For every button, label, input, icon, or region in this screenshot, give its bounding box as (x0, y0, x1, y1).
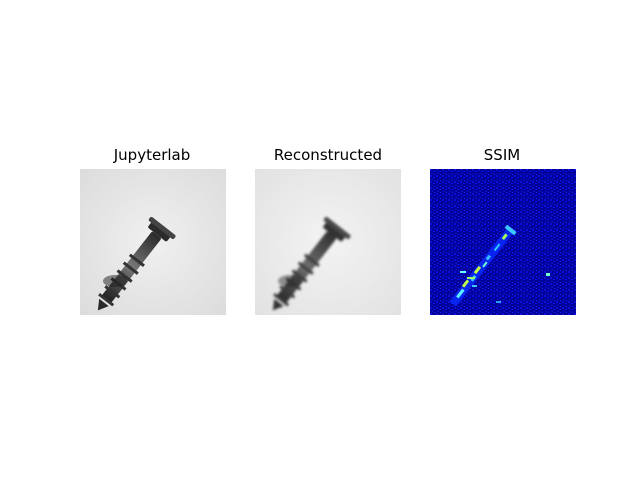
ssim-map (430, 169, 576, 315)
panel-title-reconstructed: Reconstructed (273, 146, 383, 164)
original-image (80, 169, 226, 315)
reconstructed-image (255, 169, 401, 315)
panel-title-original: Jupyterlab (113, 146, 191, 164)
panel-title-ssim: SSIM (483, 146, 521, 164)
